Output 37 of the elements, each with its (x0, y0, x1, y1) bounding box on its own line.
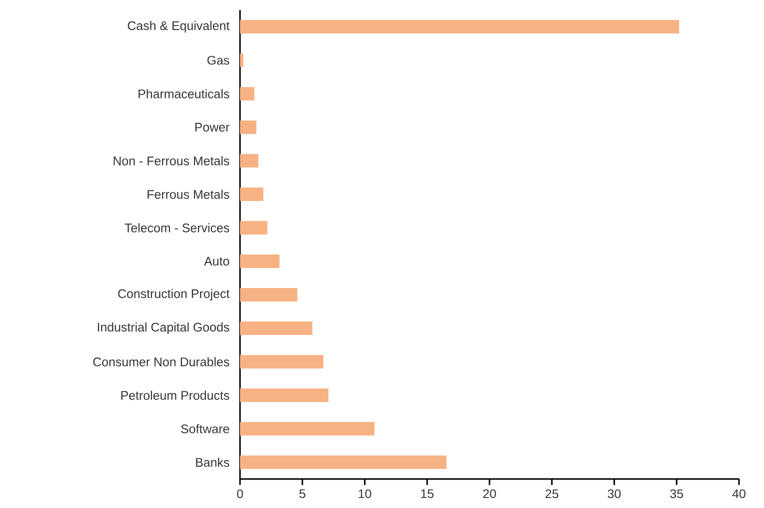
bar (240, 322, 312, 335)
y-tick-label: Consumer Non Durables (93, 357, 230, 366)
bar (240, 20, 680, 34)
bar (240, 254, 280, 268)
bar (240, 388, 328, 402)
bar (240, 221, 268, 234)
y-tick-label: Software (181, 424, 230, 434)
y-tick-label: Construction Project (118, 288, 230, 301)
bar (240, 87, 254, 100)
y-tick-label: Ferrous Metals (148, 190, 230, 199)
bar (240, 456, 446, 469)
y-tick-label: Industrial Capital Goods (98, 322, 230, 334)
x-tick-label: 0 (237, 489, 243, 498)
bar (240, 188, 264, 201)
x-tick-label: 40 (732, 489, 746, 498)
bar (240, 154, 258, 168)
x-tick-label: 25 (546, 489, 558, 498)
bar (240, 355, 324, 368)
y-tick-label: Auto (204, 256, 230, 266)
x-tick-label: 15 (421, 489, 434, 498)
y-tick-label: Petroleum Products (121, 390, 230, 400)
y-tick-label: Telecom - Services (124, 223, 230, 232)
y-tick-label: Power (195, 122, 230, 132)
y-tick-label: Pharmaceuticals (138, 89, 230, 98)
x-tick-label: 35 (670, 489, 684, 498)
y-tick-label: Cash & Equivalent (128, 20, 230, 33)
bar (240, 288, 298, 302)
y-tick-label: Gas (207, 56, 230, 65)
x-tick-label: 20 (483, 489, 496, 498)
bar (240, 422, 374, 436)
bar (240, 120, 256, 134)
x-tick-label: 10 (358, 489, 372, 498)
y-tick-label: Non - Ferrous Metals (114, 156, 230, 166)
x-tick-label: 5 (299, 489, 306, 498)
bar (240, 54, 244, 67)
x-tick-label: 30 (608, 489, 621, 498)
y-tick-label: Banks (196, 458, 230, 467)
